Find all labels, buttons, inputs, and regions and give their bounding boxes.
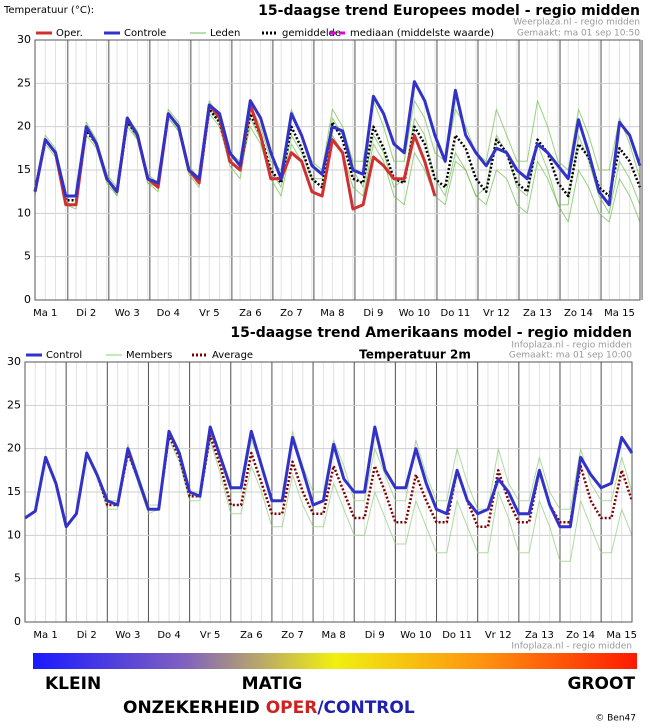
caption: ONZEKERHEID [123, 698, 260, 718]
x-tick-label: Zo 14 [564, 308, 593, 319]
y-tick-label: 25 [17, 76, 31, 89]
scale-label: KLEIN [45, 674, 101, 694]
credit: © Ben47 [595, 714, 636, 724]
y-tick-label: 0 [14, 615, 21, 628]
legend-label: Control [46, 350, 82, 361]
x-tick-label: Wo 10 [400, 630, 431, 641]
legend-label: Average [212, 350, 253, 361]
oper-label: OPER [266, 698, 318, 718]
x-tick-label: Ma 8 [321, 630, 345, 641]
y-tick-label: 20 [17, 120, 31, 133]
separator: / [317, 698, 324, 718]
x-tick-label: Di 9 [363, 308, 383, 319]
legend-label: gemiddelde [282, 28, 341, 39]
legend-label: Oper. [56, 28, 83, 39]
x-tick-label: Di 9 [365, 630, 385, 641]
subtitle: Temperatuur 2m [359, 348, 471, 362]
source: Weerplaza.nl - regio midden [513, 18, 640, 28]
x-tick-label: Zo 7 [280, 308, 303, 319]
chart-title: 15-daagse trend Europees model - regio m… [258, 3, 640, 19]
x-tick-label: Di 2 [77, 630, 97, 641]
member-line [34, 100, 641, 197]
y-tick-label: 25 [7, 398, 21, 411]
watermark: Infoplaza.nl - regio midden [511, 642, 632, 652]
legend-label: Controle [124, 28, 166, 39]
legend-label: Members [126, 350, 172, 361]
x-tick-label: Za 13 [525, 630, 554, 641]
series-line [33, 108, 642, 202]
uncertainty-scale [33, 653, 637, 669]
plot-frame [34, 39, 641, 301]
x-tick-label: Wo 3 [115, 308, 140, 319]
legend-label: Leden [210, 28, 240, 39]
created: Gemaakt: ma 01 sep 10:00 [509, 351, 632, 361]
footer-caption: ONZEKERHEID OPER/CONTROL [123, 698, 415, 718]
x-tick-label: Do 11 [441, 308, 471, 319]
x-tick-label: Vr 5 [199, 308, 220, 319]
series-line [24, 425, 634, 529]
y-tick-label: 15 [7, 485, 21, 498]
x-tick-label: Ma 1 [33, 308, 57, 319]
x-tick-label: Za 13 [523, 308, 552, 319]
y-tick-label: 5 [14, 572, 21, 585]
x-tick-label: Ma 8 [320, 308, 344, 319]
x-tick-label: Za 6 [240, 630, 263, 641]
y-tick-label: 30 [17, 33, 31, 46]
x-tick-label: Ma 1 [33, 630, 57, 641]
y-axis-label: Temperatuur (°C): [3, 5, 94, 16]
chart-title: 15-daagse trend Amerikaans model - regio… [230, 325, 632, 341]
y-tick-label: 10 [17, 206, 31, 219]
x-tick-label: Do 11 [442, 630, 472, 641]
x-tick-label: Di 2 [76, 308, 96, 319]
member-line [34, 108, 641, 214]
x-tick-label: Ma 15 [604, 308, 635, 319]
x-tick-label: Do 4 [157, 308, 180, 319]
series-line [33, 80, 642, 207]
legend-label: mediaan (middelste waarde) [350, 28, 494, 39]
source: Infoplaza.nl - regio midden [511, 341, 632, 351]
x-tick-label: Wo 3 [115, 630, 140, 641]
scale-label: MATIG [242, 674, 303, 694]
y-tick-label: 20 [7, 442, 21, 455]
plot-frame [24, 361, 633, 623]
y-tick-label: 5 [24, 250, 31, 263]
y-tick-label: 30 [7, 355, 21, 368]
x-tick-label: Zo 14 [566, 630, 595, 641]
x-tick-label: Wo 10 [399, 308, 430, 319]
x-tick-label: Ma 15 [606, 630, 637, 641]
x-tick-label: Vr 12 [483, 308, 510, 319]
x-tick-label: Vr 12 [485, 630, 512, 641]
y-tick-label: 10 [7, 528, 21, 541]
x-tick-label: Zo 7 [281, 630, 304, 641]
created: Gemaakt: ma 01 sep 10:50 [517, 29, 640, 39]
scale-label: GROOT [567, 674, 635, 694]
x-tick-label: Za 6 [239, 308, 262, 319]
y-tick-label: 0 [24, 293, 31, 306]
y-tick-label: 15 [17, 163, 31, 176]
x-tick-label: Vr 5 [200, 630, 221, 641]
control-label: CONTROL [324, 698, 415, 718]
x-tick-label: Do 4 [157, 630, 180, 641]
